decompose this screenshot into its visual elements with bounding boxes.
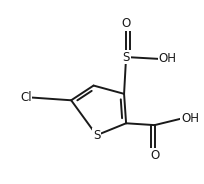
Text: O: O [121, 17, 131, 30]
Text: S: S [93, 129, 100, 142]
Text: Cl: Cl [20, 91, 32, 104]
Text: O: O [150, 149, 159, 162]
Text: OH: OH [159, 52, 177, 65]
Text: OH: OH [181, 112, 199, 125]
Text: S: S [122, 51, 130, 63]
